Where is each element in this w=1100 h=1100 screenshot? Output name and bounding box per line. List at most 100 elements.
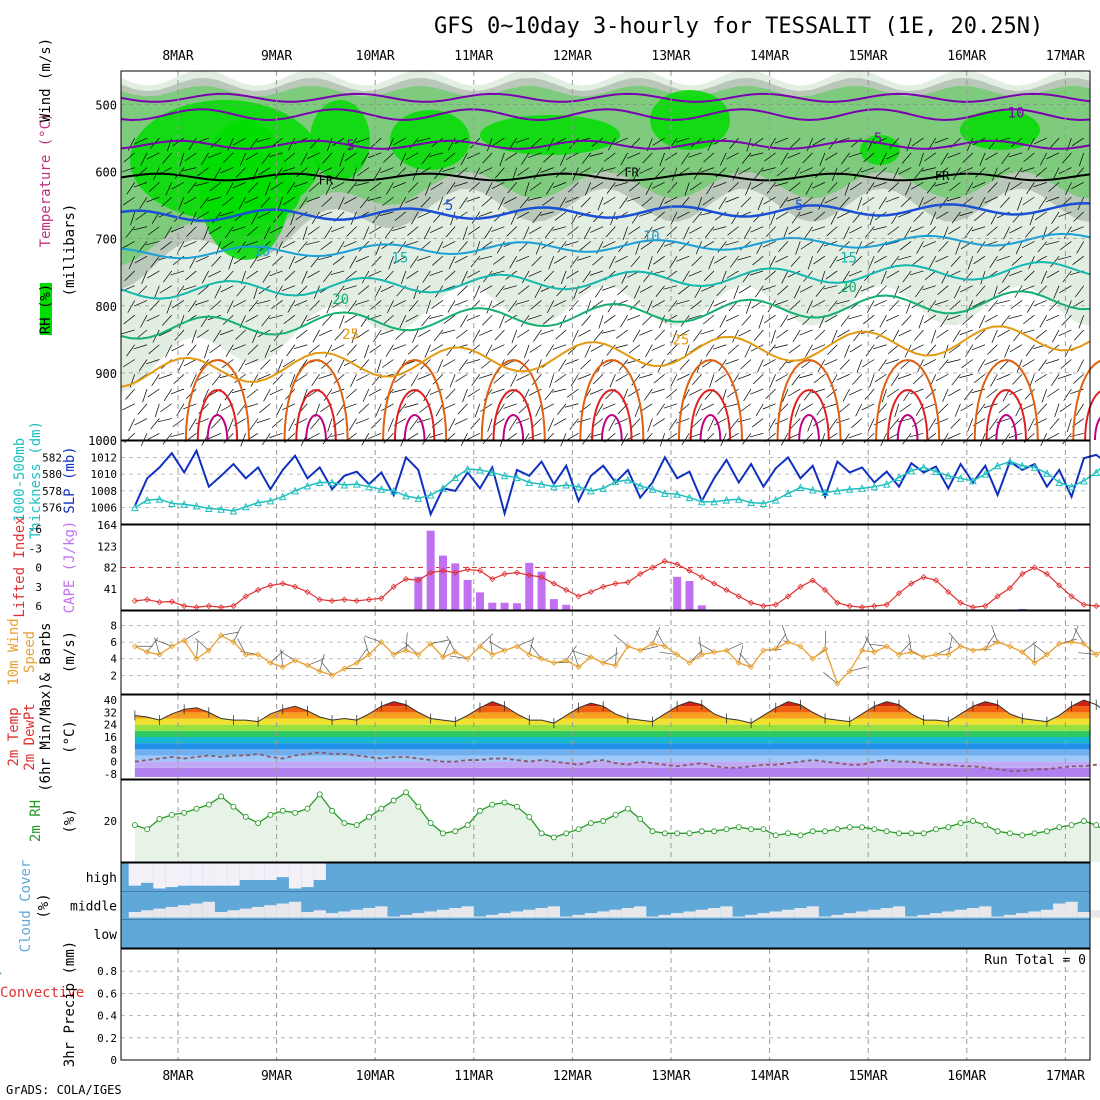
wind-barb bbox=[123, 314, 135, 325]
wind-barb bbox=[310, 418, 320, 430]
wind-barb bbox=[226, 300, 234, 314]
wind-barb bbox=[888, 182, 900, 193]
wind-barb bbox=[974, 329, 986, 340]
cloud-middle-bar bbox=[141, 910, 154, 918]
wind-barb bbox=[516, 638, 534, 647]
wind-barb bbox=[269, 226, 283, 234]
wind-barb bbox=[142, 388, 148, 403]
li-marker bbox=[957, 599, 964, 606]
wind-barb bbox=[897, 373, 912, 380]
thickness-marker bbox=[747, 498, 755, 507]
wind-barb bbox=[1001, 152, 1011, 165]
wind-barb bbox=[713, 182, 727, 188]
wind-barb bbox=[309, 137, 320, 149]
wind-barb bbox=[1023, 314, 1035, 325]
wind-speed-marker bbox=[661, 643, 668, 650]
wind-barb bbox=[368, 388, 382, 396]
wind-barb bbox=[851, 255, 863, 267]
wind-barb bbox=[1039, 315, 1048, 328]
wind-barb bbox=[362, 388, 370, 402]
cloud-middle-bar bbox=[313, 910, 326, 918]
wind-barb bbox=[626, 314, 641, 321]
wind-speed-marker bbox=[698, 651, 705, 658]
li-marker bbox=[920, 574, 927, 581]
wind-barb bbox=[430, 182, 444, 190]
pressure-tick: 700 bbox=[95, 233, 117, 247]
wind-barb bbox=[923, 196, 936, 205]
wind-barb bbox=[626, 196, 641, 202]
thickness-marker bbox=[180, 500, 188, 508]
wind-barb bbox=[148, 344, 160, 355]
wind-barb bbox=[655, 630, 666, 647]
wind-barb bbox=[972, 300, 986, 308]
wind-barb bbox=[299, 196, 308, 209]
wind-barb bbox=[173, 373, 185, 384]
li-marker bbox=[279, 580, 286, 587]
wind-barb bbox=[1038, 196, 1048, 209]
wind-barb bbox=[239, 152, 246, 166]
wind-barb bbox=[170, 270, 185, 276]
wind-barb bbox=[691, 418, 702, 429]
li-marker bbox=[464, 566, 471, 573]
temp-tick: 24 bbox=[104, 719, 118, 732]
wind-barb bbox=[806, 300, 813, 314]
wind-barb bbox=[270, 182, 283, 191]
date-label: 8MAR bbox=[162, 1069, 193, 1084]
wind-barb bbox=[188, 137, 197, 151]
ylabel-total-rain: Total / Rain bbox=[0, 924, 4, 1025]
wind-barb bbox=[293, 344, 308, 350]
wind-barb bbox=[160, 241, 172, 251]
wind-barb bbox=[873, 182, 887, 188]
wind-barb bbox=[524, 344, 530, 359]
wind-barb bbox=[752, 373, 764, 385]
wind-barb bbox=[802, 433, 813, 444]
wind-barb bbox=[1065, 182, 1072, 196]
wind-barb bbox=[264, 344, 271, 358]
rh-marker bbox=[427, 820, 434, 826]
wind-barb bbox=[996, 373, 1010, 381]
wind-barb bbox=[863, 314, 875, 325]
wind-barb bbox=[774, 137, 789, 144]
wind-barb bbox=[1042, 226, 1048, 241]
wind-barb bbox=[866, 300, 875, 313]
wind-barb bbox=[991, 625, 998, 643]
li-marker bbox=[526, 572, 533, 579]
rh-marker bbox=[772, 832, 779, 839]
wind-barb bbox=[386, 182, 394, 195]
wind-barb bbox=[911, 137, 924, 147]
wind-barb bbox=[647, 256, 653, 270]
wind-barb bbox=[515, 137, 530, 143]
temp-contour-hot bbox=[184, 358, 250, 441]
wind-barb bbox=[363, 637, 370, 655]
rh-marker bbox=[735, 824, 742, 831]
wind-barb bbox=[713, 300, 727, 307]
wind-barb bbox=[492, 137, 505, 146]
wind-barb bbox=[778, 241, 789, 252]
thickness-marker bbox=[340, 480, 349, 489]
wind-barb bbox=[565, 645, 577, 661]
wind-barb bbox=[285, 226, 296, 238]
cape-bar bbox=[463, 579, 472, 610]
wind-barb bbox=[126, 182, 135, 195]
rh-marker bbox=[920, 830, 927, 837]
wind-barb bbox=[1033, 300, 1047, 307]
wind-speed-marker bbox=[1056, 640, 1063, 647]
rh-marker bbox=[957, 820, 964, 826]
wind-barb bbox=[855, 403, 863, 417]
wind-barb bbox=[330, 432, 345, 437]
wind-barb bbox=[854, 285, 863, 298]
wind-barb bbox=[942, 388, 949, 402]
wind-barb bbox=[569, 418, 579, 430]
wind-speed-marker bbox=[649, 640, 656, 647]
wind-barb bbox=[429, 314, 443, 319]
temp-contour-hot bbox=[1093, 416, 1100, 441]
wind-barb bbox=[633, 167, 641, 181]
wind-barb bbox=[375, 403, 382, 417]
cloud-middle-bar bbox=[424, 911, 437, 918]
temp-contour-hot bbox=[295, 388, 337, 441]
wind-barb bbox=[198, 241, 209, 252]
cloud-high-bar bbox=[251, 863, 265, 880]
thickness-marker bbox=[155, 495, 164, 503]
wind-barb bbox=[343, 285, 357, 291]
wind-barb bbox=[642, 433, 653, 445]
